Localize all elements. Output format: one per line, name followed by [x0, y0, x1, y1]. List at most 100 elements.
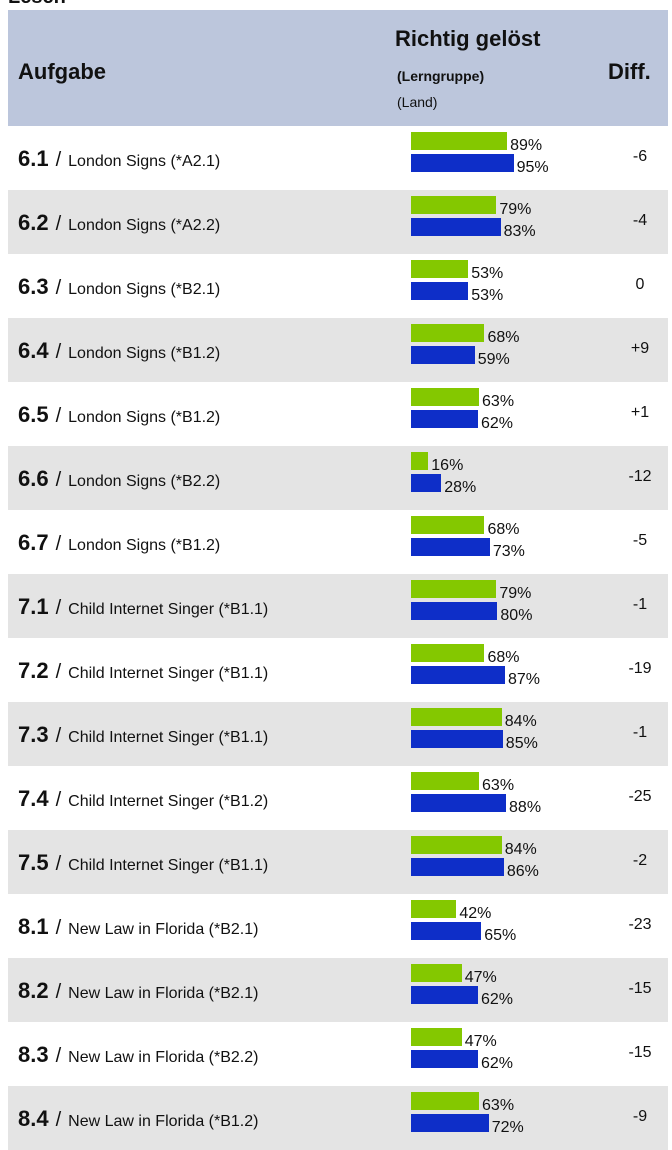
- bar: [411, 132, 508, 150]
- header-score: Richtig gelöst: [395, 26, 541, 51]
- task-id: 7.2: [18, 658, 49, 683]
- diff: -25: [628, 788, 652, 805]
- task-id: 8.1: [18, 914, 49, 939]
- task-cell: 8.4 / New Law in Florida (*B1.2): [18, 1106, 258, 1132]
- bar-label: 62%: [480, 991, 513, 1008]
- diff: 0: [635, 276, 645, 293]
- bar: [411, 666, 505, 684]
- separator: /: [55, 917, 62, 939]
- bar: [411, 388, 480, 406]
- bar-label: 80%: [500, 607, 533, 624]
- bar-label: 28%: [444, 479, 477, 496]
- task-name: London Signs (*B1.2): [68, 409, 221, 426]
- bar: [411, 474, 442, 492]
- bar: [411, 196, 497, 214]
- bar: [411, 794, 507, 812]
- separator: /: [55, 533, 62, 555]
- bar-label: 16%: [431, 457, 464, 474]
- bar: [411, 986, 478, 1004]
- task-cell: 6.5 / London Signs (*B1.2): [18, 402, 220, 428]
- bar: [411, 900, 457, 918]
- bar-label: 62%: [480, 415, 513, 432]
- bar-label: 65%: [484, 927, 517, 944]
- task-name: London Signs (*B1.2): [68, 345, 221, 362]
- row-bg: [8, 958, 668, 1022]
- separator: /: [55, 469, 62, 491]
- task-name: Child Internet Singer (*B1.2): [68, 793, 269, 810]
- bar-label: 85%: [505, 735, 538, 752]
- row-bg: [8, 126, 668, 190]
- task-name: New Law in Florida (*B2.1): [68, 921, 259, 938]
- row-bg: [8, 702, 668, 766]
- task-id: 6.6: [18, 466, 49, 491]
- diff: -6: [632, 148, 648, 165]
- bar: [411, 218, 501, 236]
- bar-label: 63%: [482, 1097, 515, 1114]
- bar-label: 63%: [482, 777, 515, 794]
- task-name: London Signs (*B2.2): [68, 473, 221, 490]
- bar-label: 68%: [487, 329, 520, 346]
- bar-label: 89%: [510, 137, 543, 154]
- task-cell: 7.4 / Child Internet Singer (*B1.2): [18, 786, 268, 812]
- bar-label: 95%: [516, 159, 549, 176]
- task-name: New Law in Florida (*B2.1): [68, 985, 259, 1002]
- task-id: 6.3: [18, 274, 49, 299]
- task-id: 8.2: [18, 978, 49, 1003]
- separator: /: [55, 597, 62, 619]
- header-group: (Lerngruppe): [397, 68, 485, 84]
- bar: [411, 602, 498, 620]
- bar: [411, 282, 469, 300]
- bar: [411, 708, 502, 726]
- bar: [411, 644, 485, 662]
- bar: [411, 922, 482, 940]
- row-bg: [8, 1022, 668, 1086]
- bar-label: 68%: [487, 649, 520, 666]
- task-name: London Signs (*B2.1): [68, 281, 221, 298]
- task-cell: 6.3 / London Signs (*B2.1): [18, 274, 220, 300]
- separator: /: [55, 405, 62, 427]
- diff: -23: [628, 916, 652, 933]
- task-name: Child Internet Singer (*B1.1): [68, 601, 269, 618]
- task-cell: 6.4 / London Signs (*B1.2): [18, 338, 220, 364]
- task-cell: 6.2 / London Signs (*A2.2): [18, 210, 220, 236]
- row-bg: [8, 446, 668, 510]
- bar-label: 88%: [509, 799, 542, 816]
- task-name: Child Internet Singer (*B1.1): [68, 857, 269, 874]
- diff: -12: [628, 468, 652, 485]
- task-name: New Law in Florida (*B2.2): [68, 1049, 259, 1066]
- bar: [411, 346, 475, 364]
- task-id: 6.5: [18, 402, 49, 427]
- task-name: London Signs (*A2.1): [68, 153, 221, 170]
- bar-label: 87%: [507, 671, 540, 688]
- table-header: [8, 10, 668, 126]
- row-bg: [8, 190, 668, 254]
- row-bg: [8, 382, 668, 446]
- task-cell: 8.2 / New Law in Florida (*B2.1): [18, 978, 258, 1004]
- bar: [411, 772, 480, 790]
- bar-label: 83%: [503, 223, 536, 240]
- task-id: 6.1: [18, 146, 49, 171]
- bar-label: 47%: [464, 1033, 497, 1050]
- bar-label: 79%: [499, 201, 532, 218]
- row-bg: [8, 894, 668, 958]
- bar: [411, 516, 485, 534]
- heading: Lesen: [8, 0, 66, 9]
- diff: -15: [628, 980, 652, 997]
- task-cell: 7.3 / Child Internet Singer (*B1.1): [18, 722, 268, 748]
- bar: [411, 410, 478, 428]
- diff: +1: [630, 404, 650, 421]
- bar-label: 86%: [506, 863, 539, 880]
- task-cell: 7.5 / Child Internet Singer (*B1.1): [18, 850, 268, 876]
- separator: /: [55, 149, 62, 171]
- bar-label: 62%: [480, 1055, 513, 1072]
- diff: -1: [632, 724, 648, 741]
- diff: -5: [632, 532, 648, 549]
- task-name: New Law in Florida (*B1.2): [68, 1113, 259, 1130]
- bar-label: 42%: [459, 905, 492, 922]
- diff: -15: [628, 1044, 652, 1061]
- separator: /: [55, 213, 62, 235]
- separator: /: [55, 341, 62, 363]
- header-diff: Diff.: [608, 59, 651, 84]
- header-task: Aufgabe: [18, 59, 106, 84]
